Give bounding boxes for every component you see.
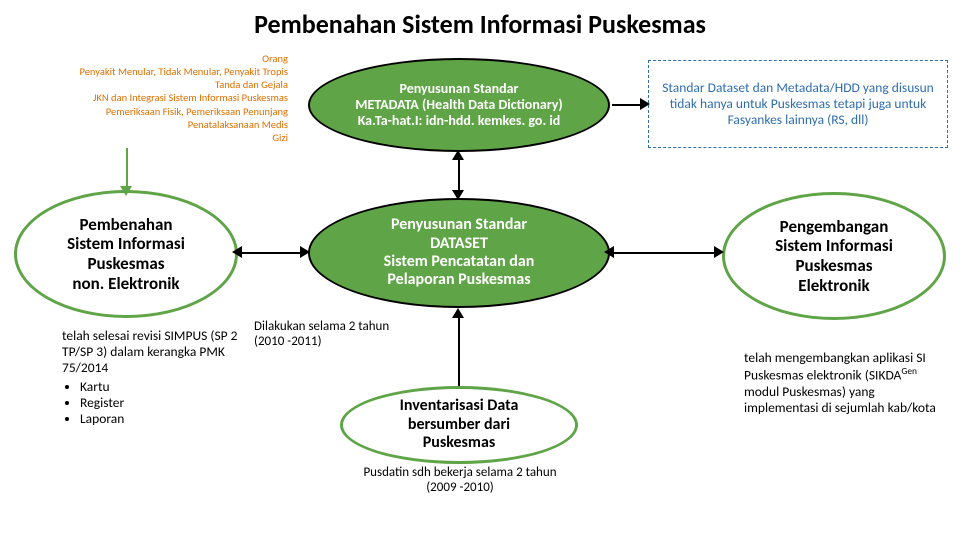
list-item: Penatalaksanaan Medis	[18, 118, 288, 131]
node-line: Elektronik	[798, 276, 869, 296]
list-item: Pemeriksaan Fisik, Pemeriksaan Penunjang	[18, 105, 288, 118]
arrow-head-left-icon	[232, 246, 242, 258]
node-line: Inventarisasi Data	[400, 397, 519, 415]
page-title: Pembenahan Sistem Informasi Puskesmas	[0, 8, 960, 40]
node-line: non. Elektronik	[72, 274, 179, 294]
list-item: Gizi	[18, 131, 288, 144]
node-line: Penyusunan Standar	[391, 216, 527, 234]
metadata-topic-list: Orang Penyakit Menular, Tidak Menular, P…	[18, 52, 288, 144]
dashed-text: Standar Dataset dan Metadata/HDD yang di…	[659, 80, 937, 129]
node-line: DATASET	[430, 235, 488, 253]
node-line: bersumber dari	[408, 416, 510, 434]
list-item: Register	[80, 395, 242, 411]
node-line: Puskesmas	[423, 434, 495, 452]
list-item: Laporan	[80, 411, 242, 427]
node-line: Sistem Pencatatan dan	[384, 253, 535, 271]
arrow-shaft	[240, 252, 306, 254]
arrow-head-down-icon	[452, 190, 464, 200]
arrow-shaft	[458, 160, 460, 192]
center-note-1: Dilakukan selama 2 tahun (2010 -2011)	[254, 320, 414, 350]
left-note-intro: telah selesai revisi SIMPUS (SP 2 TP/SP …	[62, 328, 242, 377]
node-metadata-standard: Penyusunan Standar METADATA (Health Data…	[308, 58, 610, 152]
node-line: Pengembangan	[780, 217, 889, 237]
note-dashed-box: Standar Dataset dan Metadata/HDD yang di…	[648, 60, 948, 148]
node-line: Pelaporan Puskesmas	[387, 271, 530, 289]
node-elektronik: Pengembangan Sistem Informasi Puskesmas …	[722, 192, 946, 320]
list-item: Orang	[18, 52, 288, 65]
arrow-shaft	[612, 104, 642, 106]
list-item: Tanda dan Gejala	[18, 78, 288, 91]
center-note-2: Pusdatin sdh bekerja selama 2 tahun (200…	[360, 466, 560, 496]
arrow-shaft	[126, 148, 128, 188]
left-note-block: telah selesai revisi SIMPUS (SP 2 TP/SP …	[62, 328, 242, 427]
node-line: Pembenahan	[80, 215, 173, 235]
node-line: METADATA (Health Data Dictionary)	[355, 97, 563, 113]
right-note-block: telah mengembangkan aplikasi SI Puskesma…	[744, 350, 944, 416]
node-line: Sistem Informasi	[775, 236, 893, 256]
arrow-head-up-icon	[452, 150, 464, 160]
node-line: Penyusunan Standar	[399, 81, 518, 97]
node-line: Sistem Informasi	[67, 234, 185, 254]
arrow-head-down-icon	[120, 186, 132, 196]
node-non-elektronik: Pembenahan Sistem Informasi Puskesmas no…	[14, 190, 238, 318]
node-line: Puskesmas	[88, 254, 165, 274]
arrow-shaft	[458, 318, 460, 386]
list-item: Kartu	[80, 379, 242, 395]
arrow-head-right-icon	[300, 246, 310, 258]
node-line: Puskesmas	[796, 256, 873, 276]
arrow-head-right-icon	[640, 98, 650, 110]
arrow-head-up-icon	[452, 308, 464, 318]
node-line: Ka.Ta-hat.I: idn-hdd. kemkes. go. id	[358, 113, 561, 129]
arrow-head-right-icon	[714, 246, 724, 258]
arrow-shaft	[612, 252, 720, 254]
node-dataset-standard: Penyusunan Standar DATASET Sistem Pencat…	[308, 198, 610, 308]
list-item: Penyakit Menular, Tidak Menular, Penyaki…	[18, 65, 288, 78]
list-item: JKN dan Integrasi Sistem Informasi Puske…	[18, 91, 288, 104]
arrow-head-left-icon	[604, 246, 614, 258]
node-inventarisasi: Inventarisasi Data bersumber dari Puskes…	[340, 386, 578, 464]
